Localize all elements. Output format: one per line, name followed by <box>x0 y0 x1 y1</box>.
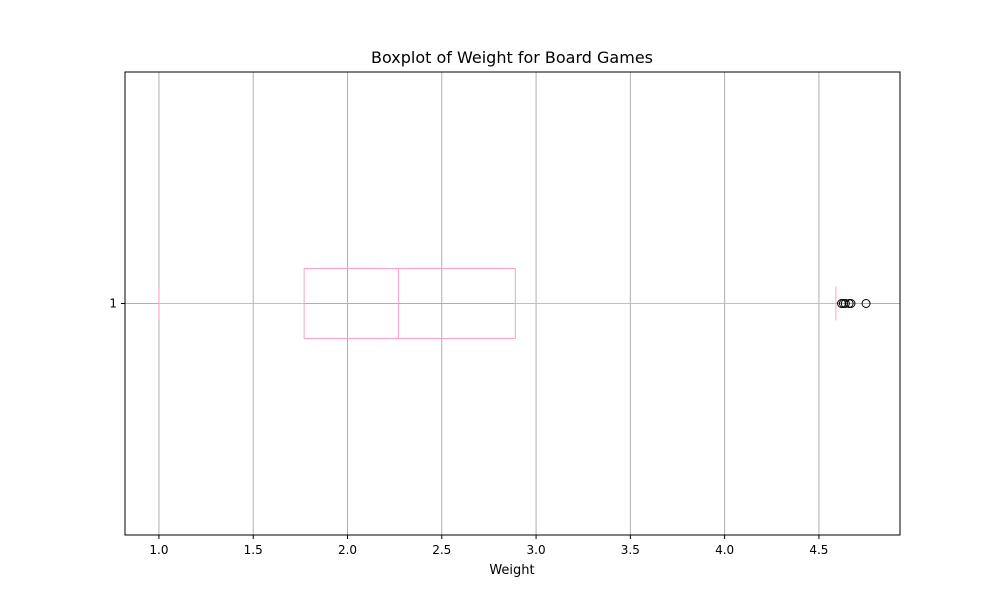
axis-ticks: 1.0 1.5 2.0 2.5 3.0 3.5 4.0 4.5 1 <box>109 297 828 558</box>
x-tick-label: 1.5 <box>244 543 263 557</box>
x-tick-label: 2.0 <box>338 543 357 557</box>
x-tick-label: 4.5 <box>809 543 828 557</box>
x-tick-label: 2.5 <box>432 543 451 557</box>
x-axis-label: Weight <box>489 563 534 578</box>
y-tick-label: 1 <box>109 297 117 311</box>
outlier-point <box>840 299 850 308</box>
plot-frame <box>124 71 901 536</box>
outlier-point <box>846 299 856 308</box>
box-element <box>158 268 871 339</box>
x-tick-label: 3.0 <box>527 543 546 557</box>
iqr-box <box>303 268 516 339</box>
outlier-point <box>861 299 871 308</box>
chart-title: Boxplot of Weight for Board Games <box>371 48 653 67</box>
x-tick-label: 1.0 <box>149 543 168 557</box>
x-tick-label: 3.5 <box>621 543 640 557</box>
x-tick-label: 4.0 <box>715 543 734 557</box>
